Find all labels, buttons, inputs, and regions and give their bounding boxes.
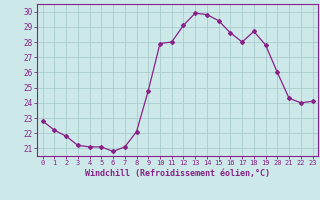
X-axis label: Windchill (Refroidissement éolien,°C): Windchill (Refroidissement éolien,°C) [85,169,270,178]
